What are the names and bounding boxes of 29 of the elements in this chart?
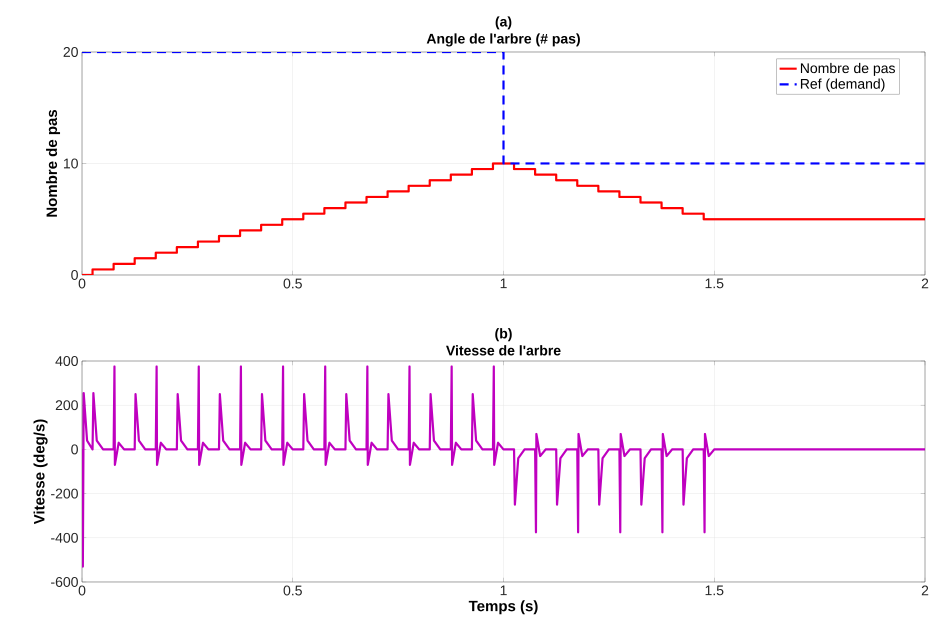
x-tick-label: 1.5: [706, 278, 724, 288]
y-tick-label: -200: [51, 488, 78, 499]
y-axis-title: Vitesse (deg/s): [34, 419, 48, 524]
x-tick-label: 0.5: [284, 586, 302, 596]
y-tick-label: 20: [64, 47, 78, 57]
x-tick-label: 1: [500, 586, 507, 596]
x-tick-label: 0.5: [284, 278, 302, 288]
y-axis-title: Nombre de pas: [46, 110, 60, 217]
y-tick-label: 0: [71, 444, 78, 454]
y-tick-label: 0: [71, 270, 78, 280]
y-tick-label: 400: [55, 356, 78, 366]
line-series: [82, 365, 925, 568]
chart-title: (b): [495, 328, 512, 342]
y-tick-label: -400: [51, 532, 78, 543]
chart-subtitle: Angle de l'arbre (# pas): [426, 33, 580, 46]
y-tick-label: -600: [51, 577, 78, 587]
legend-label: Nombre de pas: [800, 62, 895, 76]
y-tick-label: 200: [56, 400, 78, 410]
chart-subtitle: Vitesse de l'arbre: [446, 345, 561, 356]
legend-label: Ref (demand): [800, 78, 884, 92]
chart-title: (a): [496, 16, 512, 30]
x-tick-label: 1: [500, 278, 507, 288]
y-tick-label: 10: [64, 158, 78, 168]
x-tick-label: 0: [78, 278, 86, 288]
x-tick-label: 2: [922, 278, 928, 288]
x-tick-label: 0: [78, 586, 86, 596]
x-tick-label: 2: [922, 586, 928, 596]
x-axis-title: Temps (s): [468, 600, 538, 614]
x-tick-label: 1.5: [706, 586, 724, 596]
